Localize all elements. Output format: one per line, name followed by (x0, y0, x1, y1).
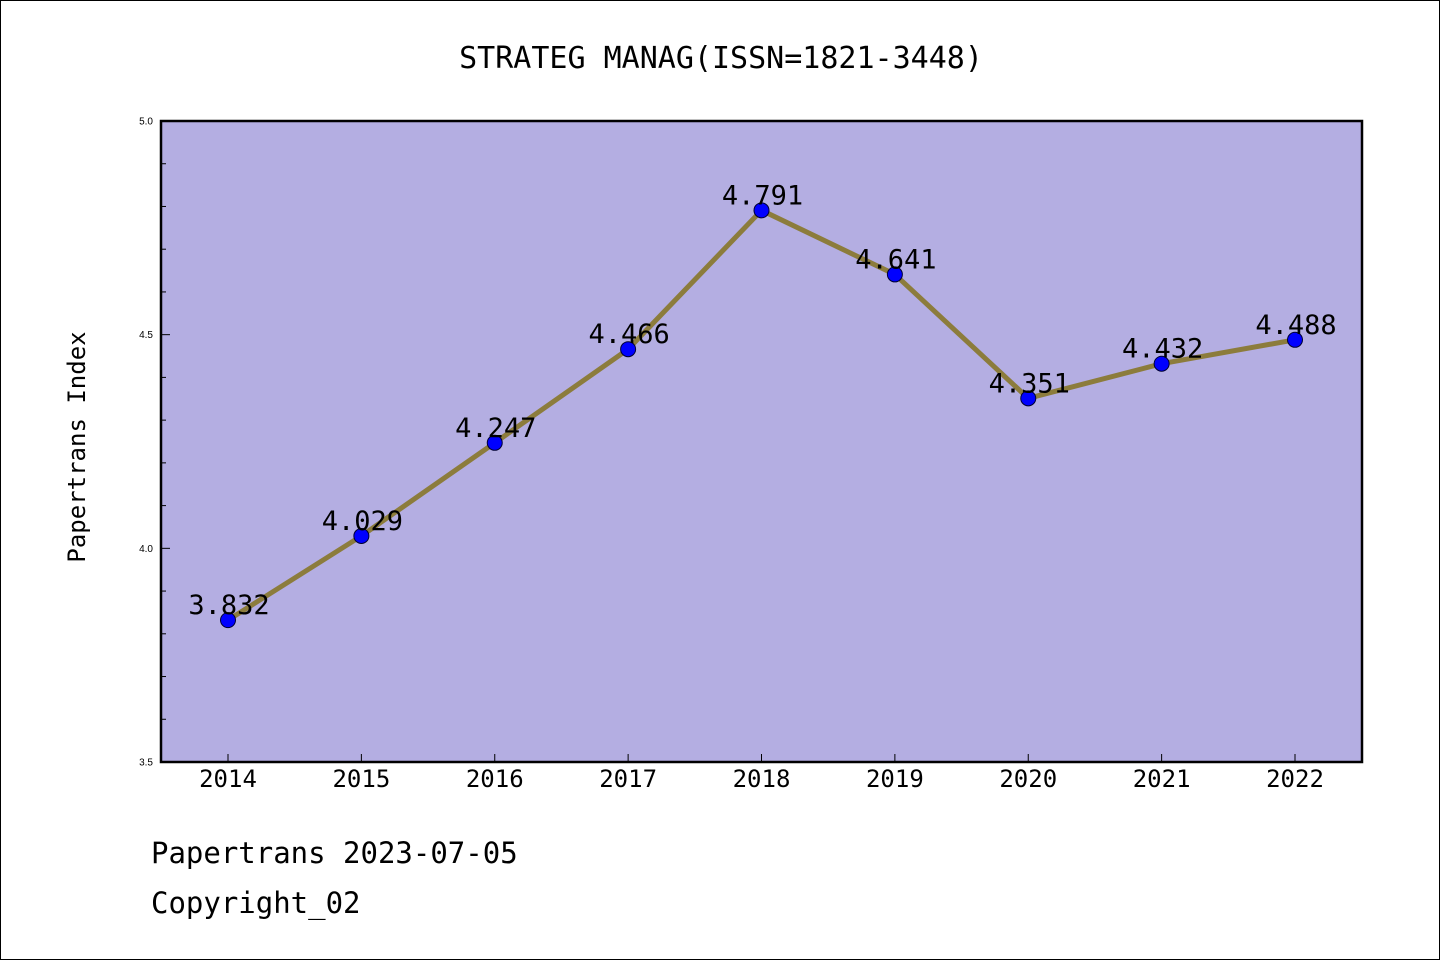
footer-date-line: Papertrans 2023-07-05 (151, 836, 518, 870)
data-label: 3.832 (188, 590, 269, 621)
y-tick-label: 4.5 (139, 330, 153, 341)
data-point (1020, 390, 1037, 407)
x-tick-label: 2020 (999, 765, 1057, 793)
data-label: 4.466 (588, 319, 669, 350)
data-point (220, 612, 236, 629)
data-label: 4.351 (989, 368, 1070, 399)
x-tick-label: 2015 (332, 765, 390, 793)
y-tick-label: 5.0 (139, 117, 153, 128)
y-axis-label: Papertrans Index (63, 331, 91, 562)
data-point (886, 266, 903, 283)
plot-border (159, 119, 1364, 764)
data-label: 4.029 (322, 506, 403, 537)
data-point (1287, 331, 1303, 348)
footer-copyright: Copyright_02 (151, 886, 361, 920)
data-point (486, 434, 503, 451)
chart-title: STRATEG MANAG(ISSN=1821-3448) (459, 41, 983, 76)
data-label: 4.488 (1255, 310, 1336, 341)
x-tick-label: 2021 (1133, 765, 1191, 793)
x-tick-label: 2018 (733, 765, 791, 793)
x-axis: 2014 2015 2016 2017 2018 2019 2020 2021 2022 (199, 754, 1324, 793)
data-point (620, 341, 637, 358)
x-tick-label: 2019 (866, 765, 924, 793)
x-tick-label: 2014 (199, 765, 257, 793)
x-tick-label: 2016 (466, 765, 524, 793)
y-tick-label: 4.0 (139, 544, 153, 555)
data-labels: 3.832 4.029 4.247 4.466 4.791 4.641 4.351 4.432… (188, 180, 1336, 621)
data-point (1153, 355, 1170, 372)
plot-area (161, 121, 1362, 762)
data-label: 4.641 (855, 244, 936, 275)
y-tick-label: 3.5 (139, 758, 153, 769)
x-tick-label: 2017 (599, 765, 657, 793)
data-label: 4.247 (455, 413, 536, 444)
series-group (220, 202, 1303, 629)
data-label: 4.432 (1122, 334, 1203, 365)
data-point (353, 527, 370, 544)
x-tick-label: 2022 (1266, 765, 1324, 793)
data-label: 4.791 (722, 180, 803, 211)
data-point (753, 202, 770, 219)
